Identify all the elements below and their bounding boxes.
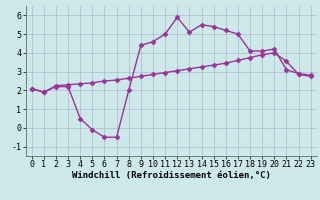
X-axis label: Windchill (Refroidissement éolien,°C): Windchill (Refroidissement éolien,°C): [72, 171, 271, 180]
